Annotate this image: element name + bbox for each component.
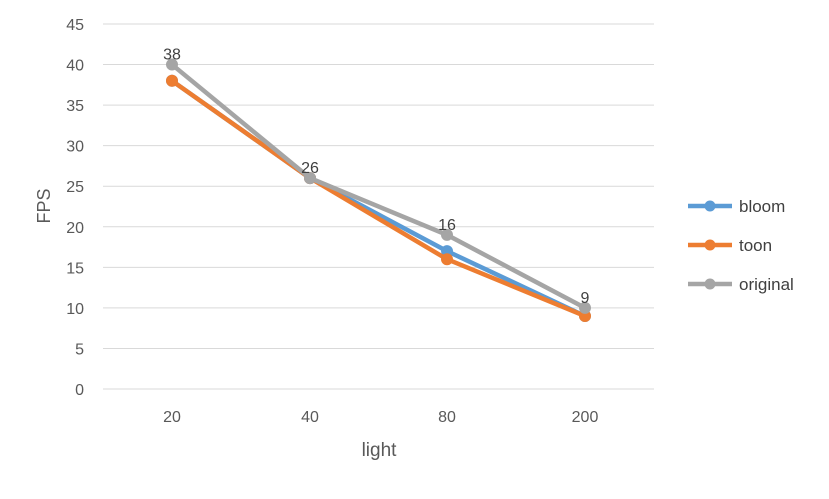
series-original [166,58,591,314]
y-tick-label: 20 [66,220,84,237]
y-tick-label: 0 [75,382,84,399]
gridlines [103,23,654,390]
data-label: 9 [581,290,590,307]
legend-label: toon [739,236,772,255]
data-label: 16 [438,217,456,234]
y-axis-title: FPS [34,188,54,223]
series-lines [166,58,591,322]
legend-label: original [739,275,794,294]
x-tick-label: 80 [438,409,456,426]
data-label: 38 [163,47,181,64]
legend: bloom toon original [688,197,794,294]
legend-swatch-marker [704,200,716,212]
data-label: 26 [301,160,319,177]
legend-item-bloom: bloom [688,197,785,216]
data-point-toon [166,74,178,87]
data-labels: 38 26 16 9 [163,47,589,307]
data-point-toon [441,253,453,266]
x-tick-label: 40 [301,409,319,426]
y-tick-label: 45 [66,17,84,34]
series-line-original [169,62,588,311]
y-axis-ticks: 0 5 10 15 20 25 30 35 40 45 [66,17,84,399]
y-tick-label: 40 [66,58,84,75]
x-tick-label: 20 [163,409,181,426]
legend-item-original: original [688,275,794,294]
data-point-original [579,301,591,314]
y-tick-label: 15 [66,260,84,277]
legend-item-toon: toon [688,236,772,255]
series-line-toon [169,78,588,319]
x-tick-label: 200 [572,409,599,426]
y-tick-label: 10 [66,301,84,318]
data-point-original [166,58,178,71]
legend-swatch-marker [704,239,716,251]
legend-label: bloom [739,197,785,216]
y-tick-label: 30 [66,139,84,156]
y-tick-label: 5 [75,341,84,358]
legend-swatch-marker [704,278,716,290]
data-point-original [304,172,316,185]
data-point-original [441,228,453,241]
x-axis-ticks: 20 40 80 200 [163,409,598,426]
x-axis-title: light [362,440,398,461]
y-tick-label: 25 [66,179,84,196]
y-tick-label: 35 [66,98,84,115]
